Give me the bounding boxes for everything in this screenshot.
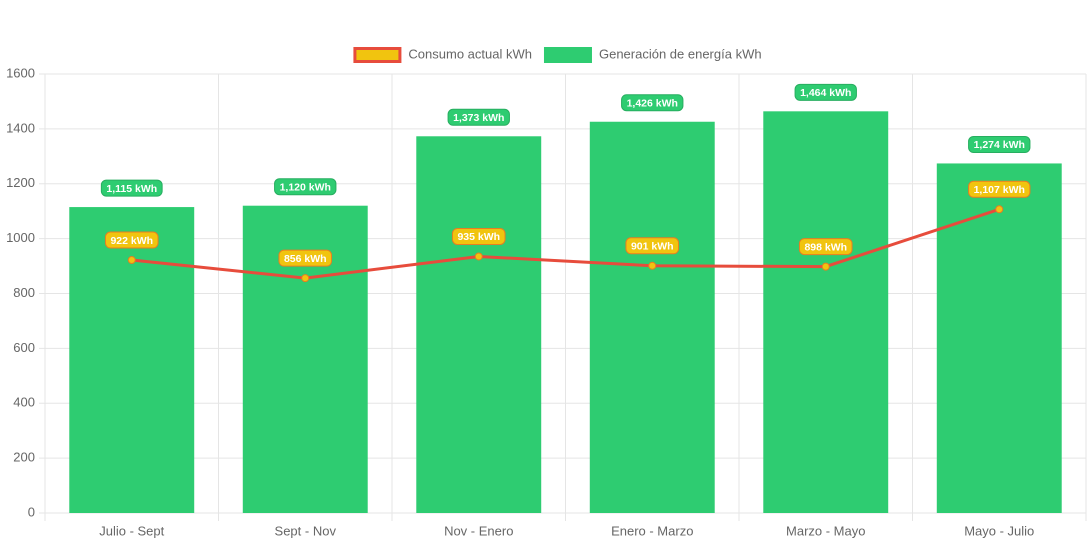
- data-label: 898 kWh: [798, 238, 853, 256]
- data-label: 1,274 kWh: [968, 135, 1031, 153]
- data-label: 1,373 kWh: [447, 108, 510, 126]
- legend-swatch: [543, 47, 592, 63]
- data-label-box: [798, 238, 853, 256]
- y-tick-label: 200: [13, 450, 35, 465]
- y-tick-label: 1600: [6, 65, 35, 80]
- data-label: 856 kWh: [278, 249, 333, 267]
- point: [995, 205, 1004, 214]
- data-label-box: [625, 237, 680, 255]
- legend-swatch: [353, 47, 402, 63]
- data-label-text: 1,373 kWh: [453, 112, 504, 124]
- data-label-box: [100, 179, 163, 197]
- y-tick-label: 1400: [6, 120, 35, 135]
- data-label-box: [278, 249, 333, 267]
- data-label-text: 1,464 kWh: [800, 87, 851, 99]
- data-label-text: 935 kWh: [457, 231, 500, 243]
- y-tick-label: 400: [13, 395, 35, 410]
- data-label-text: 1,274 kWh: [974, 139, 1025, 151]
- legend-label: Consumo actual kWh: [408, 46, 532, 61]
- data-label: 901 kWh: [625, 237, 680, 255]
- bar: [69, 207, 195, 513]
- bar: [589, 121, 715, 514]
- data-label-box: [968, 180, 1031, 198]
- x-tick-label: Marzo - Mayo: [786, 523, 865, 538]
- y-tick-label: 800: [13, 285, 35, 300]
- data-label: 1,107 kWh: [968, 180, 1031, 198]
- y-tick-label: 1200: [6, 175, 35, 190]
- data-label-box: [274, 178, 337, 196]
- data-label: 1,120 kWh: [274, 178, 337, 196]
- data-label-text: 901 kWh: [631, 241, 674, 253]
- data-label-box: [447, 108, 510, 126]
- data-label-text: 1,115 kWh: [106, 183, 157, 195]
- data-label-box: [451, 227, 506, 245]
- y-tick-label: 1000: [6, 230, 35, 245]
- data-label: 1,115 kWh: [100, 179, 163, 197]
- point: [301, 274, 310, 283]
- data-label: 935 kWh: [451, 227, 506, 245]
- y-tick-label: 0: [28, 504, 35, 519]
- point: [648, 261, 657, 270]
- data-label-text: 898 kWh: [804, 241, 847, 253]
- x-tick-label: Sept - Nov: [275, 523, 337, 538]
- legend-item[interactable]: Generación de energía kWh: [543, 46, 762, 63]
- data-label-box: [621, 94, 684, 112]
- line: [131, 207, 1000, 280]
- point: [127, 256, 136, 265]
- legend-item[interactable]: Consumo actual kWh: [353, 46, 532, 63]
- x-tick-label: Julio - Sept: [99, 523, 164, 538]
- data-label-box: [794, 83, 857, 101]
- bar: [763, 111, 889, 513]
- data-label-text: 1,107 kWh: [974, 184, 1025, 196]
- point: [474, 252, 483, 261]
- legend: Consumo actual kWh Generación de energía …: [353, 46, 762, 63]
- legend-label: Generación de energía kWh: [599, 46, 762, 61]
- bar: [936, 163, 1062, 514]
- data-label: 922 kWh: [104, 231, 159, 249]
- data-label-text: 856 kWh: [284, 253, 327, 265]
- x-tick-label: Enero - Marzo: [611, 523, 693, 538]
- x-tick-label: Mayo - Julio: [964, 523, 1034, 538]
- data-label: 1,426 kWh: [621, 94, 684, 112]
- data-label-box: [968, 135, 1031, 153]
- data-label-text: 1,120 kWh: [280, 181, 331, 193]
- data-label-text: 922 kWh: [110, 235, 153, 247]
- point: [821, 262, 830, 271]
- data-label-box: [104, 231, 159, 249]
- data-label: 1,464 kWh: [794, 83, 857, 101]
- x-tick-label: Nov - Enero: [444, 523, 513, 538]
- bar: [416, 136, 542, 513]
- y-tick-label: 600: [13, 340, 35, 355]
- data-label-text: 1,426 kWh: [627, 98, 678, 110]
